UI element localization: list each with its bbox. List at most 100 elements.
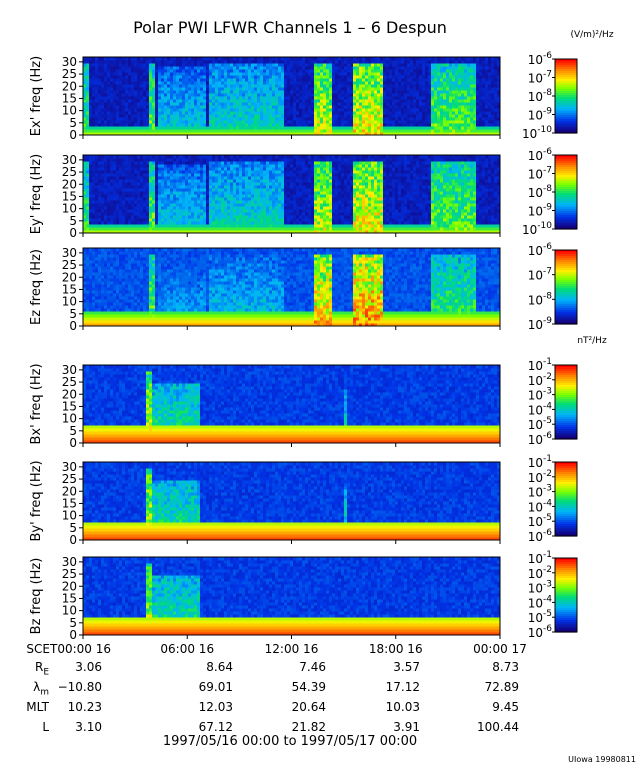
- spectrogram-cell: [467, 108, 471, 112]
- spectrogram-cell: [176, 170, 180, 174]
- spectrogram-cell: [188, 209, 192, 213]
- spectrogram-cell: [110, 176, 114, 180]
- spectrogram-cell: [203, 84, 207, 88]
- spectrogram-cell: [353, 72, 357, 76]
- spectrogram-cell: [119, 102, 123, 106]
- spectrogram-cell: [134, 81, 138, 85]
- spectrogram-cell: [275, 57, 279, 61]
- spectrogram-cell: [95, 93, 99, 97]
- spectrogram-cell: [164, 69, 168, 73]
- spectrogram-cell: [167, 111, 171, 115]
- spectrogram-cell: [206, 185, 210, 189]
- spectrogram-cell: [191, 84, 195, 88]
- spectrogram-cell: [356, 114, 360, 118]
- spectrogram-cell: [116, 99, 120, 103]
- spectrogram-cell: [317, 84, 321, 88]
- spectrogram-cell: [155, 167, 159, 171]
- spectrogram-cell: [416, 129, 420, 133]
- spectrogram-cell: [173, 105, 177, 109]
- spectrogram-cell: [188, 105, 192, 109]
- spectrogram-cell: [260, 57, 264, 61]
- spectrogram-cell: [314, 84, 318, 88]
- spectrogram-cell: [143, 72, 147, 76]
- spectrogram-cell: [329, 102, 333, 106]
- spectrogram-cell: [209, 224, 213, 228]
- spectrogram-cell: [287, 114, 291, 118]
- spectrogram-cell: [221, 176, 225, 180]
- spectrogram-cell: [359, 102, 363, 106]
- spectrogram-cell: [443, 129, 447, 133]
- spectrogram-cell: [110, 111, 114, 115]
- spectrogram-cell: [440, 114, 444, 118]
- spectrogram-cell: [188, 176, 192, 180]
- spectrogram-cell: [125, 99, 129, 103]
- spectrogram-cell: [95, 108, 99, 112]
- spectrogram-cell: [131, 117, 135, 121]
- spectrogram-cell: [308, 102, 312, 106]
- spectrogram-cell: [335, 66, 339, 70]
- spectrogram-cell: [155, 164, 159, 168]
- spectrogram-cell: [407, 111, 411, 115]
- spectrogram-cell: [125, 203, 129, 207]
- spectrogram-cell: [485, 69, 489, 73]
- spectrogram-cell: [422, 90, 426, 94]
- spectrogram-cell: [182, 200, 186, 204]
- spectrogram-cell: [95, 84, 99, 88]
- spectrogram-cell: [284, 108, 288, 112]
- spectrogram-cell: [317, 123, 321, 127]
- spectrogram-cell: [104, 191, 108, 195]
- spectrogram-cell: [413, 66, 417, 70]
- spectrogram-cell: [125, 108, 129, 112]
- spectrogram-cell: [128, 72, 132, 76]
- colorbar-swatch: [555, 113, 577, 116]
- spectrogram-cell: [143, 224, 147, 228]
- spectrogram-cell: [278, 57, 282, 61]
- spectrogram-cell: [218, 99, 222, 103]
- spectrogram-cell: [191, 188, 195, 192]
- spectrogram-cell: [170, 60, 174, 64]
- spectrogram-cell: [428, 84, 432, 88]
- spectrogram-cell: [188, 87, 192, 91]
- spectrogram-cell: [422, 63, 426, 67]
- spectrogram-cell: [134, 90, 138, 94]
- spectrogram-cell: [323, 132, 327, 136]
- spectrogram-cell: [113, 161, 117, 165]
- spectrogram-cell: [380, 126, 384, 130]
- spectrogram-cell: [242, 78, 246, 82]
- spectrogram-cell: [143, 99, 147, 103]
- spectrogram-cell: [290, 78, 294, 82]
- spectrogram-cell: [371, 132, 375, 136]
- spectrogram-cell: [113, 164, 117, 168]
- spectrogram-cell: [470, 126, 474, 130]
- spectrogram-cell: [329, 72, 333, 76]
- spectrogram-cell: [191, 176, 195, 180]
- spectrogram-cell: [92, 99, 96, 103]
- spectrogram-cell: [437, 126, 441, 130]
- spectrogram-cell: [131, 87, 135, 91]
- spectrogram-cell: [305, 66, 309, 70]
- spectrogram-cell: [341, 60, 345, 64]
- spectrogram-cell: [359, 69, 363, 73]
- spectrogram-cell: [191, 120, 195, 124]
- spectrogram-cell: [488, 108, 492, 112]
- spectrogram-cell: [200, 123, 204, 127]
- spectrogram-cell: [209, 227, 213, 231]
- spectrogram-cell: [464, 60, 468, 64]
- spectrogram-cell: [218, 102, 222, 106]
- spectrogram-cell: [368, 105, 372, 109]
- spectrogram-cell: [140, 129, 144, 133]
- spectrogram-cell: [149, 78, 153, 82]
- spectrogram-cell: [152, 173, 156, 177]
- spectrogram-cell: [107, 185, 111, 189]
- spectrogram-cell: [215, 206, 219, 210]
- spectrogram-cell: [281, 57, 285, 61]
- spectrogram-cell: [338, 63, 342, 67]
- spectrogram-cell: [119, 197, 123, 201]
- spectrogram-cell: [113, 105, 117, 109]
- spectrogram-cell: [338, 84, 342, 88]
- spectrogram-cell: [362, 132, 366, 136]
- spectrogram-cell: [98, 57, 102, 61]
- spectrogram-cell: [194, 90, 198, 94]
- spectrogram-cell: [179, 60, 183, 64]
